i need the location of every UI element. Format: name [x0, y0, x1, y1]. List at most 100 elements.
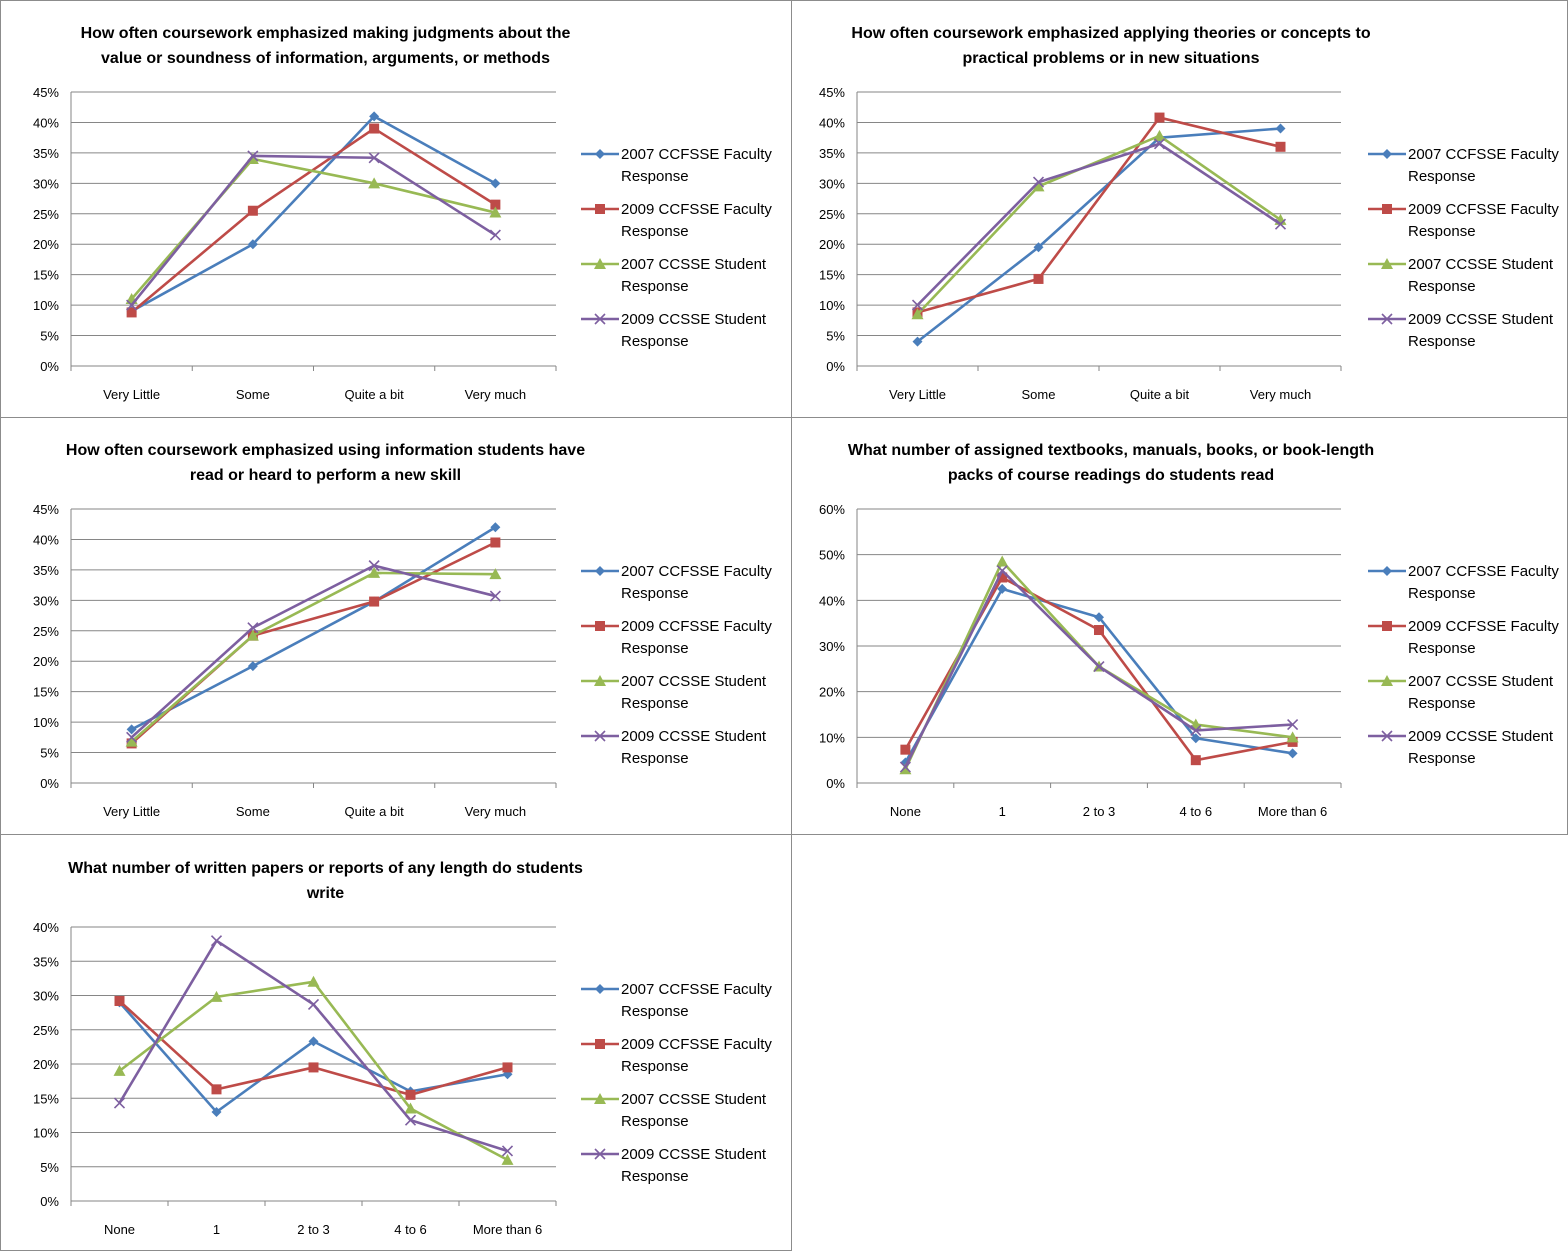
legend-label: Response	[621, 1113, 689, 1130]
data-point-marker	[246, 629, 259, 641]
legend-label: 2007 CCFSSE Faculty	[1408, 146, 1559, 163]
legend-label: Response	[1408, 695, 1476, 712]
line-chart-svg: How often coursework emphasized using in…	[33, 442, 772, 819]
y-tick-label: 30%	[33, 176, 59, 191]
data-point-marker	[307, 998, 320, 1010]
y-tick-label: 15%	[33, 685, 59, 700]
y-tick-label: 25%	[33, 624, 59, 639]
x-category-label: None	[890, 804, 921, 819]
legend-label: 2007 CCSSE Student	[621, 673, 767, 690]
x-category-label: Very much	[465, 387, 526, 402]
legend-marker	[595, 204, 605, 214]
legend-label: 2009 CCSSE Student	[1408, 311, 1554, 328]
data-point-marker	[369, 596, 380, 607]
y-tick-label: 40%	[33, 920, 59, 935]
chart-panel-1: How often coursework emphasized making j…	[0, 0, 792, 418]
data-point-marker	[1287, 748, 1298, 759]
x-category-label: Very Little	[889, 387, 946, 402]
data-point-marker	[404, 1102, 417, 1114]
legend-label: Response	[621, 1058, 689, 1075]
data-point-marker	[1190, 733, 1201, 744]
legend-marker	[594, 1148, 606, 1160]
legend-label: 2009 CCSSE Student	[621, 1146, 767, 1163]
series-line	[917, 116, 1281, 314]
data-point-marker	[404, 1114, 417, 1126]
data-point-marker	[996, 555, 1009, 567]
series-line	[131, 526, 497, 731]
data-point-marker	[113, 1064, 126, 1076]
y-tick-label: 35%	[33, 146, 59, 161]
chart-title-line: read or heard to perform a new skill	[190, 467, 461, 484]
series-line	[118, 1000, 508, 1097]
data-point-marker	[1275, 123, 1286, 134]
series-line	[916, 142, 1282, 307]
y-tick-label: 35%	[819, 146, 845, 161]
data-point-marker	[210, 935, 223, 947]
legend-label: Response	[1408, 168, 1476, 185]
x-category-label: Quite a bit	[344, 804, 404, 819]
chart-panel-4: What number of assigned textbooks, manua…	[791, 417, 1568, 835]
legend-label: Response	[1408, 278, 1476, 295]
y-tick-label: 25%	[33, 1023, 59, 1038]
data-point-marker	[489, 568, 502, 580]
legend-label: Response	[1408, 585, 1476, 602]
y-tick-label: 5%	[40, 329, 59, 344]
legend-label: 2007 CCSSE Student	[621, 1091, 767, 1108]
y-tick-label: 30%	[819, 639, 845, 654]
data-point-marker	[247, 239, 258, 250]
data-point-marker	[501, 1145, 514, 1157]
series-line	[130, 154, 497, 306]
data-point-marker	[1287, 718, 1299, 731]
series-line	[130, 115, 497, 313]
x-category-label: Quite a bit	[344, 387, 404, 402]
data-point-marker	[997, 572, 1008, 583]
legend-label: Response	[1408, 333, 1476, 350]
data-point-marker	[369, 111, 380, 122]
data-point-marker	[1033, 273, 1044, 284]
chart-title-line: value or soundness of information, argum…	[101, 50, 550, 67]
line-chart-svg: How often coursework emphasized making j…	[33, 25, 772, 402]
legend-marker	[595, 1039, 605, 1049]
data-point-marker	[911, 308, 924, 320]
data-point-marker	[125, 735, 138, 747]
x-category-label: 1	[213, 1222, 220, 1237]
chart-title-line: How often coursework emphasized applying…	[851, 25, 1370, 42]
x-category-label: 4 to 6	[394, 1222, 427, 1237]
legend-marker	[594, 730, 606, 742]
data-point-marker	[911, 299, 924, 311]
chart-panel-2: How often coursework emphasized applying…	[791, 0, 1568, 418]
legend-marker	[1381, 730, 1393, 742]
legend-label: 2007 CCSSE Student	[1408, 256, 1554, 273]
chart-title-line: How often coursework emphasized using in…	[66, 442, 585, 459]
chart-panel-3: How often coursework emphasized using in…	[0, 417, 792, 835]
y-tick-label: 5%	[826, 329, 845, 344]
data-point-marker	[126, 299, 138, 311]
legend-label: Response	[621, 333, 689, 350]
y-tick-label: 40%	[819, 593, 845, 608]
data-point-marker	[900, 744, 911, 755]
line-chart-svg: What number of assigned textbooks, manua…	[819, 442, 1559, 819]
legend-marker	[1381, 258, 1393, 269]
data-point-marker	[308, 1036, 319, 1047]
y-tick-label: 10%	[33, 298, 59, 313]
chart-panel-5: What number of written papers or reports…	[0, 834, 792, 1251]
y-tick-label: 10%	[819, 298, 845, 313]
legend-label: 2007 CCFSSE Faculty	[621, 563, 772, 580]
data-point-marker	[1094, 612, 1104, 623]
line-chart-svg: How often coursework emphasized applying…	[819, 25, 1559, 402]
data-point-marker	[247, 622, 259, 634]
y-tick-label: 20%	[33, 654, 59, 669]
series-line	[130, 127, 497, 314]
legend-marker	[1382, 621, 1392, 631]
series-line	[130, 564, 496, 739]
y-tick-label: 5%	[40, 1160, 59, 1175]
legend-marker	[1381, 313, 1393, 325]
legend-marker	[594, 675, 606, 686]
y-tick-label: 10%	[33, 1126, 59, 1141]
y-tick-label: 35%	[33, 954, 59, 969]
legend-marker	[594, 258, 606, 269]
data-point-marker	[126, 307, 137, 318]
data-point-marker	[369, 123, 380, 134]
legend-label: Response	[621, 695, 689, 712]
y-tick-label: 5%	[40, 746, 59, 761]
